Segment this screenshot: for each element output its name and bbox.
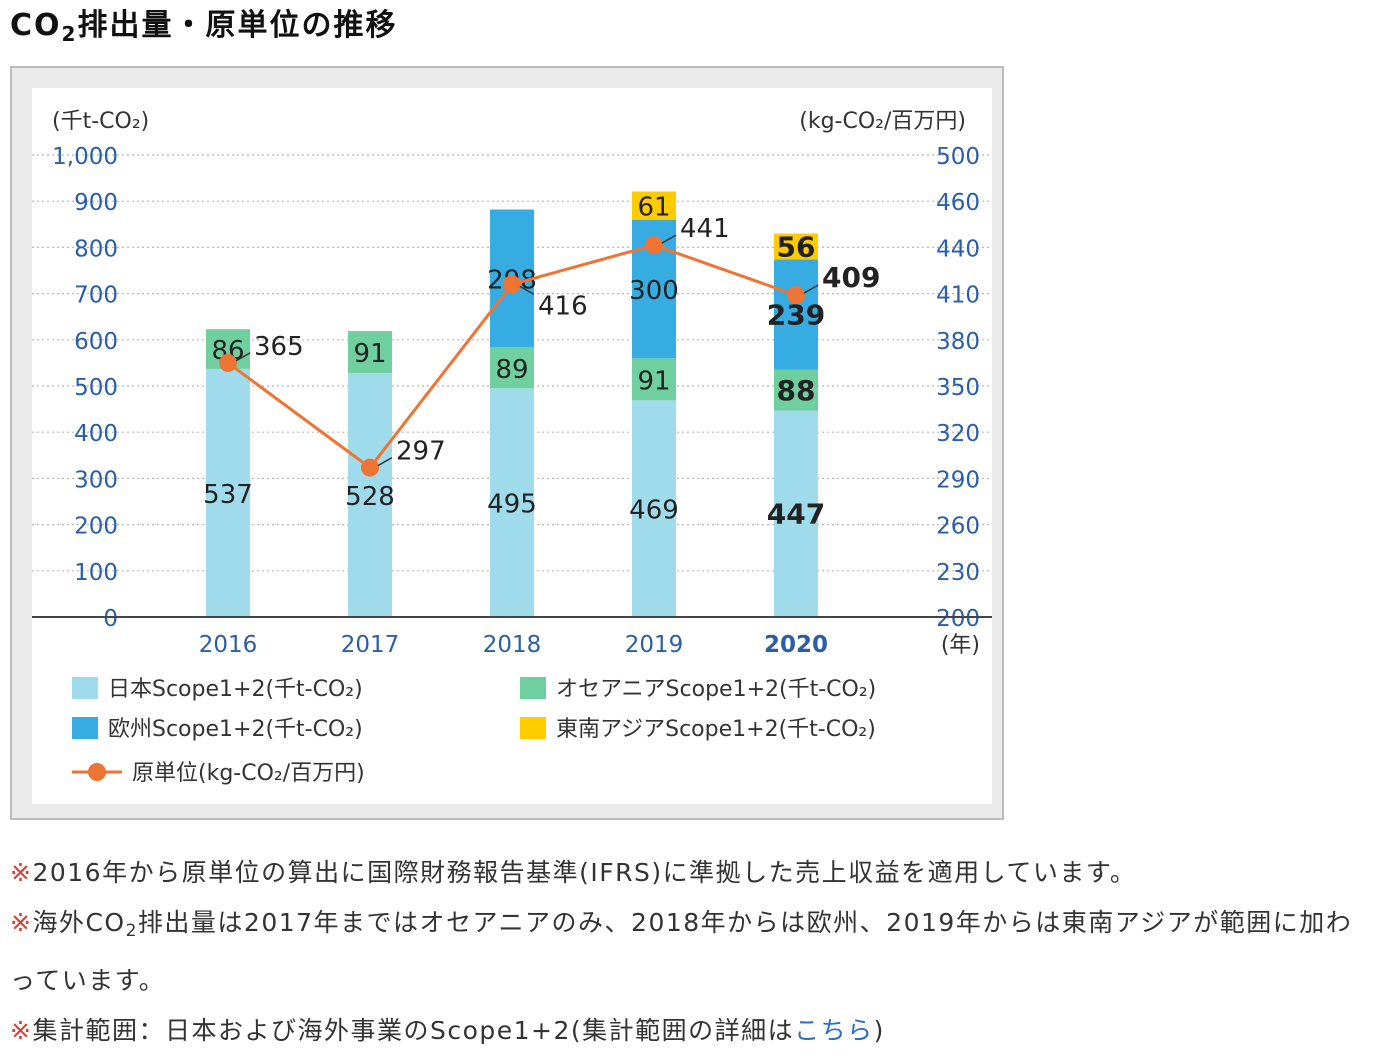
intensity-point [787, 286, 805, 305]
co2-chart: (千t-CO₂) (kg-CO₂/百万円) 0 200 100 230 200 260 300 2… [32, 109, 992, 786]
bar-value-label: 495 [487, 490, 537, 520]
details-link[interactable]: こちら [794, 1016, 874, 1045]
bar-segment [774, 369, 818, 411]
legend-swatch [520, 677, 546, 699]
left-axis-tick-label: 1,000 [52, 144, 118, 170]
left-axis-tick-label: 300 [74, 467, 118, 493]
bar-segment [348, 373, 392, 617]
note-ifrs: ※2016年から原単位の算出に国際財務報告基準(IFRS)に準拠した売上収益を適… [10, 858, 1137, 887]
right-axis-tick-label: 200 [936, 606, 980, 632]
page-title: CO2排出量・原単位の推移 [10, 8, 398, 46]
right-axis-tick-label: 320 [936, 421, 980, 447]
x-axis-tick-label: 2020 [764, 632, 828, 658]
x-axis-tick-label: 2016 [199, 632, 258, 658]
bar-segment [490, 388, 534, 617]
bar-value-label: 91 [353, 339, 386, 369]
right-axis-unit-label: (kg-CO₂/百万円) [799, 109, 966, 134]
right-axis-tick-label: 460 [936, 190, 980, 216]
intensity-point [503, 275, 521, 294]
left-axis-tick-label: 0 [103, 606, 118, 632]
bar-segment [348, 331, 392, 374]
intensity-point [219, 353, 237, 372]
intensity-label-leader [803, 284, 819, 294]
left-axis-tick-label: 900 [74, 190, 118, 216]
intensity-value-label: 409 [822, 261, 880, 294]
intensity-label-leader [377, 456, 393, 467]
legend-label: 欧州Scope1+2(千t-CO₂) [108, 717, 363, 742]
bar-segment [206, 368, 250, 617]
left-axis-tick-label: 100 [74, 560, 118, 586]
bar-segment [632, 358, 676, 401]
intensity-label-leader [235, 352, 251, 362]
left-axis-tick-label: 600 [74, 329, 118, 355]
bar-value-label: 300 [629, 276, 679, 306]
right-axis-tick-label: 260 [936, 514, 980, 540]
right-axis-tick-label: 290 [936, 467, 980, 493]
legend-label: 日本Scope1+2(千t-CO₂) [108, 677, 363, 702]
legend-swatch [72, 717, 98, 739]
right-axis-tick-label: 230 [936, 560, 980, 586]
left-axis-tick-label: 500 [74, 375, 118, 401]
intensity-value-label: 416 [538, 291, 588, 321]
note-overseas-scope: ※海外CO2排出量は2017年まではオセアニアのみ、2018年からは欧州、201… [10, 908, 1353, 995]
intensity-point [645, 236, 663, 255]
bar-value-label: 61 [637, 193, 670, 223]
left-axis-tick-label: 800 [74, 236, 118, 262]
bar-value-label: 88 [777, 374, 816, 407]
bar-segment [774, 233, 818, 260]
right-axis-tick-label: 350 [936, 375, 980, 401]
notes: ※2016年から原単位の算出に国際財務報告基準(IFRS)に準拠した売上収益を適… [10, 848, 1375, 1056]
bar-value-label: 89 [495, 355, 528, 385]
right-axis-tick-label: 410 [936, 283, 980, 309]
left-axis-unit-label: (千t-CO₂) [52, 109, 149, 134]
bar-segment [490, 347, 534, 389]
legend-swatch [520, 717, 546, 739]
left-axis-tick-label: 200 [74, 514, 118, 540]
intensity-label-leader [661, 234, 677, 244]
right-axis-tick-label: 380 [936, 329, 980, 355]
left-axis-tick-label: 700 [74, 283, 118, 309]
note-boundary: ※集計範囲：日本および海外事業のScope1+2(集計範囲の詳細はこちら) [10, 1016, 885, 1045]
bar-value-label: 91 [637, 366, 670, 396]
bar-segment [774, 259, 818, 370]
bar-value-label: 469 [629, 496, 679, 526]
intensity-value-label: 297 [396, 437, 446, 467]
chart-panel: (千t-CO₂) (kg-CO₂/百万円) 0 200 100 230 200 260 300 2… [32, 88, 992, 804]
intensity-value-label: 365 [254, 332, 304, 362]
bar-value-label: 528 [345, 482, 395, 512]
left-axis-tick-label: 400 [74, 421, 118, 447]
bar-segment [774, 410, 818, 617]
right-axis-tick-label: 440 [936, 236, 980, 262]
chart-frame: (千t-CO₂) (kg-CO₂/百万円) 0 200 100 230 200 260 300 2… [10, 66, 1004, 820]
bar-segment [632, 400, 676, 617]
legend-label: 原単位(kg-CO₂/百万円) [132, 761, 365, 786]
x-axis-tick-label: 2017 [341, 632, 400, 658]
x-axis-tick-label: 2018 [483, 632, 542, 658]
legend-swatch [72, 677, 98, 699]
legend-label: 東南アジアScope1+2(千t-CO₂) [556, 717, 876, 742]
bar-value-label: 447 [767, 498, 825, 531]
bar-value-label: 537 [203, 480, 253, 510]
legend-line-marker [88, 763, 106, 781]
x-axis-unit-label: (年) [941, 633, 980, 658]
right-axis-tick-label: 500 [936, 144, 980, 170]
legend-label: オセアニアScope1+2(千t-CO₂) [556, 677, 876, 702]
intensity-label-leader [519, 285, 535, 296]
bar-segment [632, 191, 676, 220]
intensity-value-label: 441 [680, 214, 730, 244]
bar-value-label: 56 [777, 230, 816, 263]
intensity-point [361, 458, 379, 477]
x-axis-tick-label: 2019 [625, 632, 684, 658]
